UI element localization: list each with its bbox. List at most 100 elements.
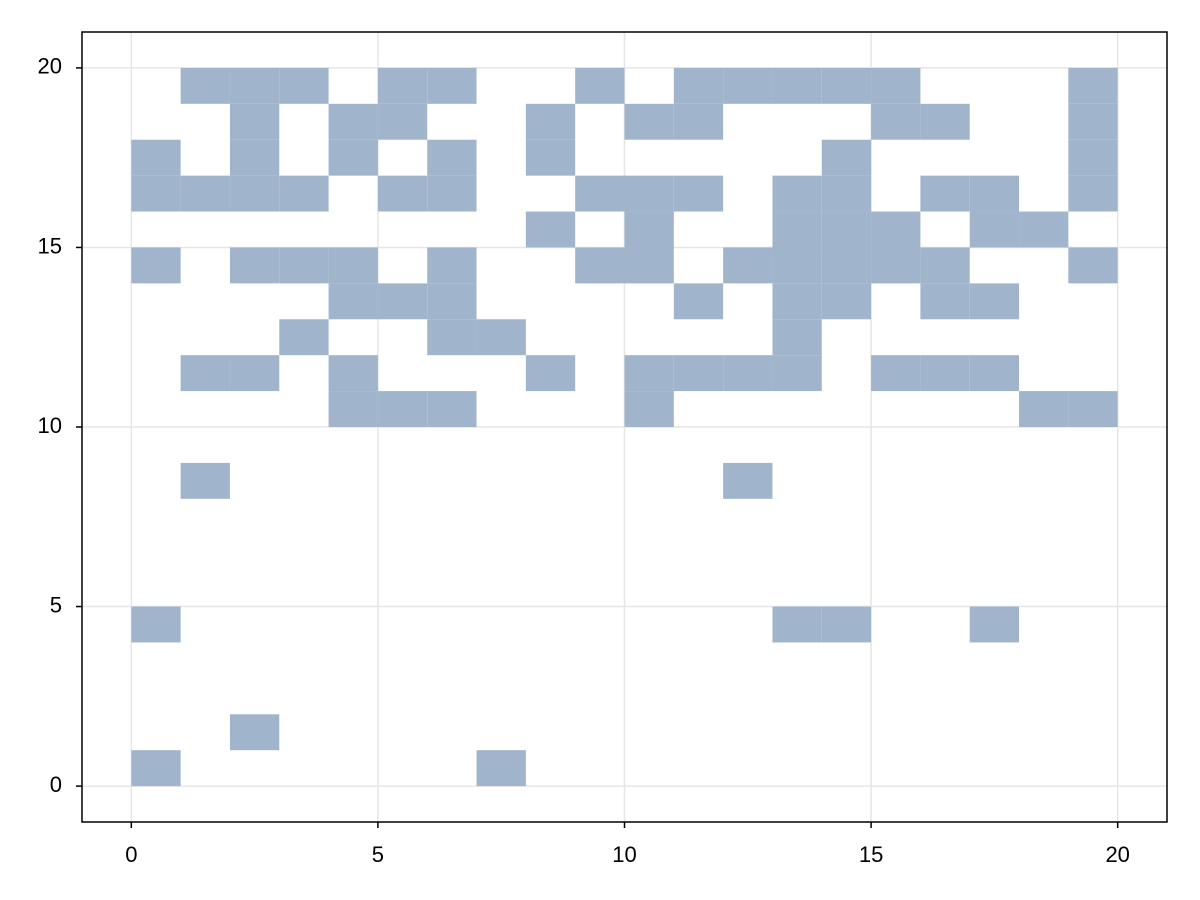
cell	[427, 139, 477, 176]
cell	[180, 462, 230, 499]
cells-layer	[131, 67, 1118, 787]
cell	[525, 355, 576, 392]
cell	[180, 175, 230, 212]
x-tick-label: 0	[125, 842, 137, 867]
cell	[969, 355, 1020, 392]
cell	[871, 103, 921, 140]
cell	[131, 750, 181, 787]
cell	[180, 67, 230, 104]
cell	[427, 247, 477, 284]
cell	[969, 606, 1020, 643]
cell	[821, 139, 872, 176]
cell	[131, 606, 181, 643]
cell	[1068, 103, 1118, 140]
cell	[920, 283, 970, 320]
cell	[920, 247, 970, 284]
cell	[328, 139, 378, 176]
cell	[377, 283, 428, 320]
cell	[229, 103, 280, 140]
cell	[229, 247, 280, 284]
cell	[229, 175, 280, 212]
cell	[229, 139, 280, 176]
cell	[1019, 391, 1069, 427]
cell	[525, 103, 576, 140]
cell	[131, 247, 181, 284]
cell	[821, 67, 872, 104]
cell	[328, 355, 378, 392]
cell	[723, 355, 773, 392]
cell	[1068, 391, 1118, 427]
cell	[328, 283, 378, 320]
cell	[180, 355, 230, 392]
cell	[229, 714, 280, 751]
cell	[624, 211, 674, 248]
cell	[723, 67, 773, 104]
cell	[525, 139, 576, 176]
cell	[525, 211, 576, 248]
cell	[131, 175, 181, 212]
cell	[920, 103, 970, 140]
cell	[673, 355, 724, 392]
cell	[279, 175, 329, 212]
cell	[673, 283, 724, 320]
cell	[328, 103, 378, 140]
cell	[871, 355, 921, 392]
cell	[328, 247, 378, 284]
cell	[723, 462, 773, 499]
cell	[772, 606, 822, 643]
cell	[821, 247, 872, 284]
cell	[821, 606, 872, 643]
cell	[969, 283, 1020, 320]
y-tick-label: 0	[50, 772, 62, 797]
cell	[673, 103, 724, 140]
cell	[427, 391, 477, 427]
cell	[821, 211, 872, 248]
cell	[1068, 67, 1118, 104]
y-tick-label: 20	[38, 54, 62, 79]
x-tick-label: 15	[859, 842, 883, 867]
cell	[624, 175, 674, 212]
cell	[427, 319, 477, 356]
cell	[1068, 247, 1118, 284]
cell	[279, 67, 329, 104]
cell	[476, 319, 526, 356]
cell	[772, 319, 822, 356]
ticks-layer: 0 5 10 15 20 0 5 10 15 20	[38, 54, 1130, 867]
cell	[673, 67, 724, 104]
cell	[575, 247, 625, 284]
cell	[624, 103, 674, 140]
cell	[772, 247, 822, 284]
cell	[427, 67, 477, 104]
cell	[1068, 139, 1118, 176]
cell	[673, 175, 724, 212]
cell	[1068, 175, 1118, 212]
cell	[377, 67, 428, 104]
cell	[871, 211, 921, 248]
cell	[377, 175, 428, 212]
cell	[279, 247, 329, 284]
cell	[969, 175, 1020, 212]
cell	[969, 211, 1020, 248]
cell	[871, 247, 921, 284]
cell	[229, 355, 280, 392]
x-tick-label: 5	[372, 842, 384, 867]
cell	[920, 355, 970, 392]
cell	[871, 67, 921, 104]
cell	[575, 175, 625, 212]
cell	[427, 283, 477, 320]
cell	[377, 103, 428, 140]
y-tick-label: 5	[50, 592, 62, 617]
cell	[624, 247, 674, 284]
cell	[772, 211, 822, 248]
cell	[131, 139, 181, 176]
cell	[575, 67, 625, 104]
x-tick-label: 10	[612, 842, 636, 867]
cell	[328, 391, 378, 427]
x-tick-label: 20	[1105, 842, 1129, 867]
cell	[279, 319, 329, 356]
cell	[624, 355, 674, 392]
cell	[821, 175, 872, 212]
cell	[772, 67, 822, 104]
